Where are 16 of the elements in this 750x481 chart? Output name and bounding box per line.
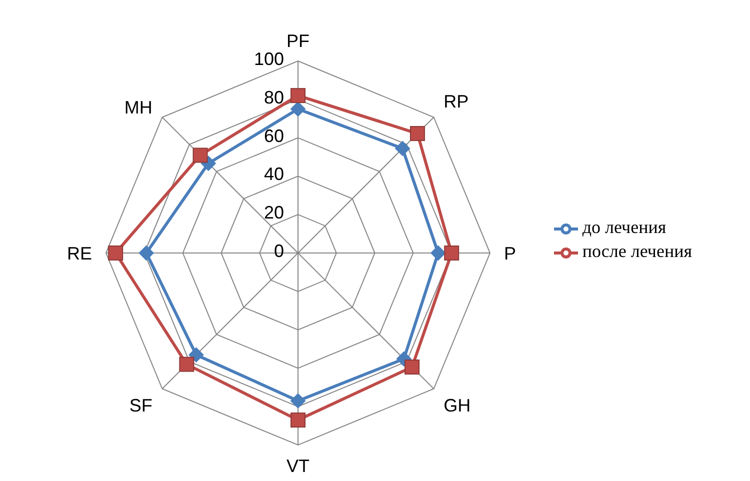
spoke-label: VT bbox=[286, 456, 310, 476]
spoke-label: MH bbox=[124, 98, 152, 118]
y-tick-label: 20 bbox=[264, 202, 284, 223]
spoke-label: RE bbox=[66, 243, 92, 264]
y-tick-label: 40 bbox=[264, 164, 284, 184]
spoke-label: SF bbox=[129, 395, 152, 416]
y-tick-label: 80 bbox=[264, 87, 284, 108]
y-tick-label: 100 bbox=[254, 49, 284, 69]
y-tick-label: 0 bbox=[274, 241, 284, 261]
legend-label: до лечения bbox=[582, 216, 666, 237]
legend-label: после лечения bbox=[582, 240, 692, 261]
spoke-label: RP bbox=[444, 91, 469, 112]
y-tick-label: 60 bbox=[264, 126, 284, 146]
spoke-label: PF bbox=[286, 31, 310, 51]
spoke-label: P bbox=[504, 243, 516, 264]
spoke-label: GH bbox=[444, 395, 471, 416]
